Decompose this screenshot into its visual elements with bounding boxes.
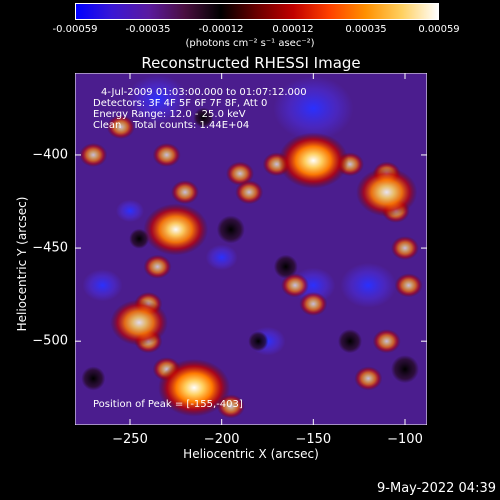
texture-hot [394, 273, 423, 298]
texture-hot [354, 366, 383, 391]
chart-title: Reconstructed RHESSI Image [141, 54, 361, 72]
texture-dark [193, 107, 214, 128]
colorbar-tick: -0.00035 [125, 24, 171, 35]
texture-hot [281, 273, 309, 298]
footer-timestamp: 9-May-2022 04:39 [377, 481, 496, 496]
annotation-energy: Energy Range: 12.0 - 25.0 keV [93, 109, 246, 120]
texture-hot [79, 142, 108, 167]
x-tick-label: −250 [112, 432, 148, 447]
annotation-clean: Clean [93, 120, 121, 131]
colorbar-tick: 0.00035 [345, 24, 387, 35]
y-tick-label: −400 [32, 147, 68, 163]
texture-hot [171, 180, 199, 205]
y-tick-label: −500 [32, 333, 68, 349]
annotation-detectors: Detectors: 3F 4F 5F 6F 7F 8F, Att 0 [93, 98, 267, 109]
texture-cold [273, 76, 354, 141]
texture-dark [391, 355, 419, 384]
texture-dark [338, 329, 362, 354]
texture-dark [81, 366, 106, 391]
texture-hot [391, 236, 419, 261]
texture-hot [235, 180, 264, 205]
texture-cold [340, 262, 397, 308]
texture-cold [82, 269, 123, 302]
texture-hot [299, 291, 328, 316]
x-tick-label: −150 [295, 432, 332, 447]
x-axis-label: Heliocentric X (arcsec) [183, 447, 319, 461]
colorbar-tick: -0.00012 [198, 24, 244, 35]
colorbar-tick: -0.00059 [52, 24, 98, 35]
texture-dark [216, 215, 245, 244]
bright-region [158, 358, 231, 417]
texture-hot [152, 142, 181, 167]
texture-cold [116, 199, 144, 223]
annotation-time-range: 4-Jul-2009 01:03:00.000 to 01:07:12.000 [101, 87, 307, 98]
y-tick-label: −450 [32, 240, 68, 256]
x-tick-label: −200 [203, 432, 240, 447]
colorbar-tick: 0.00059 [418, 24, 460, 35]
texture-hot [143, 254, 172, 279]
x-axis-ticks: −250 −200 −150 −100 [75, 432, 427, 448]
y-axis-ticks: −400 −450 −500 [28, 73, 72, 425]
y-axis-label: Heliocentric Y (arcsec) [15, 196, 29, 332]
texture-dark [248, 331, 269, 352]
annotation-total-counts: Total counts: 1.44E+04 [132, 120, 249, 131]
bright-region [278, 132, 349, 189]
texture-dark [273, 254, 298, 279]
texture-hot [372, 329, 401, 354]
colorbar [75, 3, 439, 20]
bright-region [143, 203, 209, 256]
colorbar-tick: 0.00012 [272, 24, 314, 35]
texture-cold [205, 244, 238, 271]
annotation-peak: Position of Peak = [-155,-403] [93, 399, 243, 410]
colorbar-unit-label: (photons cm⁻² s⁻¹ asec⁻²) [185, 38, 315, 49]
texture-hot [106, 115, 135, 140]
colorbar-ticks: -0.00059 -0.00035 -0.00012 0.00012 0.000… [53, 24, 460, 38]
bright-region [110, 299, 168, 346]
texture-cold [127, 75, 188, 124]
bright-region [356, 167, 418, 217]
heatmap-plot: 4-Jul-2009 01:03:00.000 to 01:07:12.000D… [75, 73, 427, 425]
texture-hot [226, 161, 254, 186]
x-tick-label: −100 [387, 432, 423, 447]
